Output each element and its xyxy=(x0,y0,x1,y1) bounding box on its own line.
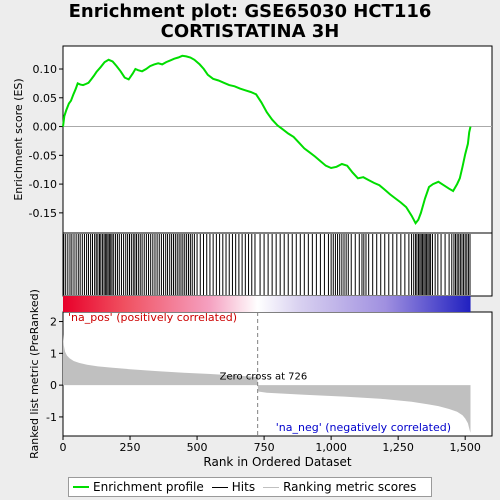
legend-label-ranking-metric: Ranking metric scores xyxy=(283,480,417,494)
es-ytick-label: -0.05 xyxy=(29,149,57,162)
es-ytick-label: 0.05 xyxy=(33,92,58,105)
rank-color-bar xyxy=(63,296,471,312)
legend-swatch-es-line xyxy=(73,486,89,488)
chart-title-line-2: CORTISTATINA 3H xyxy=(160,21,340,42)
es-ytick-label: -0.15 xyxy=(29,207,57,220)
es-line xyxy=(62,54,472,226)
es-panel xyxy=(62,45,493,234)
metric-ytick-label: 1 xyxy=(50,347,57,360)
metric-ytick-label: 2 xyxy=(50,316,57,329)
metric-ylabel: Ranked list metric (PreRanked) xyxy=(28,289,41,459)
legend-label-enrichment-profile: Enrichment profile xyxy=(93,480,204,494)
x-tick-label: 1,000 xyxy=(315,441,347,454)
metric-panel xyxy=(62,311,493,437)
es-ylabel: Enrichment score (ES) xyxy=(12,78,25,200)
metric-ytick-label: -1 xyxy=(46,411,57,424)
legend-item-enrichment-profile: Enrichment profile xyxy=(73,480,204,494)
x-tick-label: 0 xyxy=(60,441,67,454)
pos-correlated-label: 'na_pos' (positively correlated) xyxy=(68,311,237,324)
legend-swatch-hits xyxy=(211,486,228,488)
es-ytick-label: -0.10 xyxy=(29,178,57,191)
legend-item-hits: Hits xyxy=(211,480,256,494)
x-tick-label: 750 xyxy=(254,441,275,454)
x-tick-label: 250 xyxy=(120,441,141,454)
es-ytick-label: 0.00 xyxy=(33,121,58,134)
x-axis-label: Rank in Ordered Dataset xyxy=(203,455,351,469)
legend-label-hits: Hits xyxy=(231,480,256,494)
chart-title-line-1: Enrichment plot: GSE65030 HCT116 xyxy=(68,1,432,22)
es-ytick-label: 0.10 xyxy=(33,63,58,76)
legend-swatch-metric xyxy=(263,486,280,488)
x-tick-label: 1,500 xyxy=(449,441,481,454)
x-tick-label: 500 xyxy=(187,441,208,454)
metric-ytick-label: 0 xyxy=(50,379,57,392)
metric-area xyxy=(63,334,471,433)
x-tick-label: 1,250 xyxy=(382,441,414,454)
chart-title: Enrichment plot: GSE65030 HCT116 CORTIST… xyxy=(0,2,500,42)
legend-item-ranking-metric: Ranking metric scores xyxy=(263,480,416,494)
zero-cross-label: Zero cross at 726 xyxy=(220,372,308,383)
neg-correlated-label: 'na_neg' (negatively correlated) xyxy=(276,421,451,434)
chart-legend: Enrichment profile Hits Ranking metric s… xyxy=(68,477,432,497)
